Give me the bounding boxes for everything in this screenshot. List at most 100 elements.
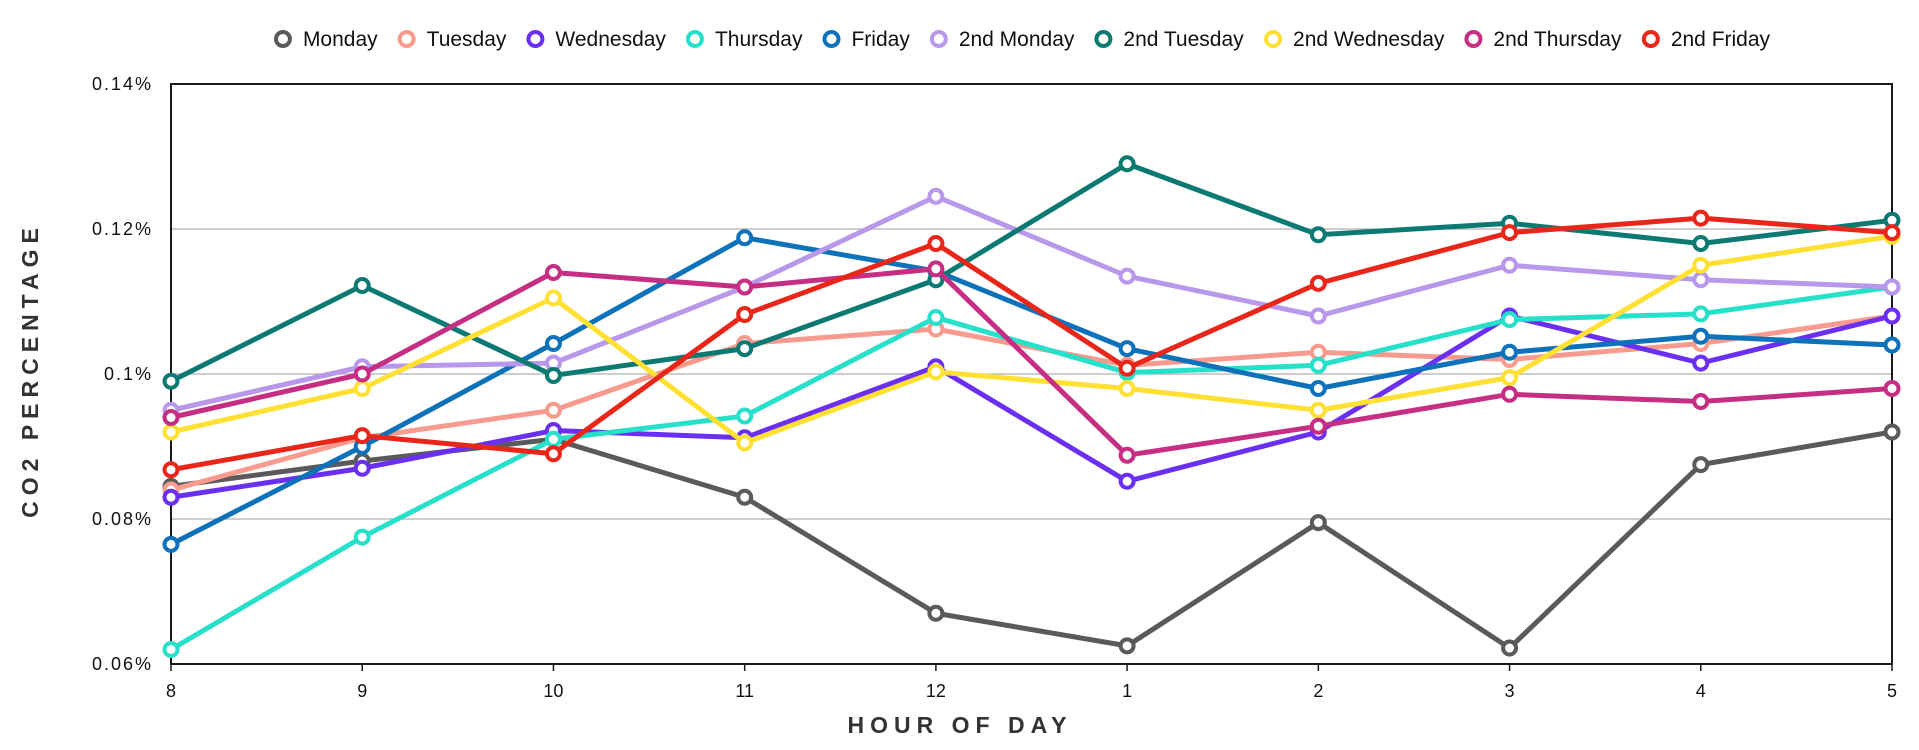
x-tick-label: 11 bbox=[735, 681, 754, 701]
x-tick-label: 4 bbox=[1696, 681, 1706, 701]
data-point bbox=[927, 260, 945, 278]
legend-marker bbox=[1464, 30, 1483, 48]
data-point bbox=[927, 363, 945, 381]
data-point bbox=[1309, 226, 1327, 244]
series-line bbox=[168, 284, 1895, 652]
data-point bbox=[353, 459, 371, 477]
series-thursday bbox=[162, 278, 1901, 658]
legend-marker bbox=[929, 30, 948, 48]
legend-item: 2nd Thursday bbox=[1464, 28, 1622, 51]
series-line bbox=[168, 313, 1895, 500]
legend-item: Thursday bbox=[685, 28, 803, 51]
legend-item: Monday bbox=[273, 28, 378, 51]
legend-item: 2nd Monday bbox=[929, 28, 1075, 51]
legend-label: Thursday bbox=[715, 28, 803, 51]
data-point bbox=[927, 604, 945, 622]
data-point bbox=[1501, 256, 1519, 274]
data-point bbox=[1692, 271, 1710, 289]
data-point bbox=[1692, 235, 1710, 252]
data-point bbox=[1883, 336, 1901, 354]
x-tick-label: 5 bbox=[1887, 681, 1897, 701]
x-tick-label: 8 bbox=[166, 681, 176, 701]
data-point bbox=[353, 427, 371, 445]
y-tick-label: 0.1% bbox=[104, 364, 153, 384]
data-point bbox=[1692, 456, 1710, 474]
legend-label: 2nd Thursday bbox=[1493, 28, 1622, 51]
data-point bbox=[1501, 385, 1519, 403]
data-point bbox=[1883, 278, 1901, 296]
data-point bbox=[927, 235, 945, 252]
series-lines bbox=[162, 155, 1901, 658]
series-monday bbox=[162, 423, 1901, 657]
legend-marker bbox=[822, 30, 841, 48]
axes bbox=[170, 83, 1893, 671]
data-point bbox=[1883, 224, 1901, 242]
series-2nd-monday bbox=[162, 187, 1901, 419]
data-point bbox=[1118, 155, 1136, 173]
data-point bbox=[162, 372, 180, 390]
data-point bbox=[1309, 380, 1327, 397]
series-line bbox=[168, 235, 1895, 547]
data-point bbox=[1692, 256, 1710, 274]
y-tick-label: 0.06% bbox=[92, 654, 153, 674]
series-line bbox=[168, 233, 1895, 446]
data-point bbox=[544, 401, 562, 419]
data-point bbox=[353, 528, 371, 546]
data-point bbox=[927, 308, 945, 326]
data-point bbox=[162, 423, 180, 441]
data-point bbox=[1883, 307, 1901, 325]
data-point bbox=[1118, 380, 1136, 397]
y-axis-title: CO2 PERCENTAGE bbox=[17, 222, 43, 518]
data-point bbox=[736, 340, 754, 358]
legend-label: Tuesday bbox=[427, 28, 507, 51]
data-point bbox=[736, 407, 754, 425]
data-point bbox=[1501, 369, 1519, 387]
x-tick-label: 12 bbox=[926, 681, 946, 701]
series-2nd-thursday bbox=[162, 260, 1901, 464]
data-point bbox=[1118, 267, 1136, 285]
legend-label: Monday bbox=[303, 28, 378, 51]
data-point bbox=[736, 434, 754, 452]
legend-marker bbox=[397, 30, 416, 48]
data-point bbox=[544, 366, 562, 384]
data-point bbox=[544, 264, 562, 281]
legend-item: 2nd Tuesday bbox=[1094, 28, 1244, 51]
data-point bbox=[162, 641, 180, 658]
data-point bbox=[544, 335, 562, 353]
data-point bbox=[1883, 423, 1901, 441]
legend: Monday Tuesday Wednesday Thursday Friday 2nd … bbox=[273, 28, 1771, 51]
data-point bbox=[353, 365, 371, 383]
legend-marker bbox=[1264, 30, 1283, 48]
series-line bbox=[168, 161, 1895, 384]
legend-label: Friday bbox=[851, 28, 910, 51]
data-point bbox=[736, 488, 754, 506]
legend-item: Wednesday bbox=[526, 28, 666, 51]
series-line bbox=[168, 429, 1895, 651]
data-point bbox=[162, 409, 180, 426]
data-point bbox=[1501, 343, 1519, 361]
data-point bbox=[1883, 380, 1901, 397]
data-point bbox=[736, 278, 754, 296]
data-point bbox=[1501, 311, 1519, 329]
series-2nd-wednesday bbox=[162, 227, 1901, 452]
series-line bbox=[168, 215, 1895, 473]
y-tick-label: 0.08% bbox=[92, 509, 153, 529]
data-point bbox=[1309, 417, 1327, 435]
data-point bbox=[544, 289, 562, 307]
series-line bbox=[168, 266, 1895, 458]
legend-label: 2nd Tuesday bbox=[1123, 28, 1244, 51]
y-tick-label: 0.12% bbox=[92, 219, 153, 239]
data-point bbox=[1692, 393, 1710, 411]
series-line bbox=[168, 193, 1895, 413]
data-point bbox=[1309, 401, 1327, 419]
data-point bbox=[1501, 639, 1519, 657]
x-tick-label: 1 bbox=[1122, 681, 1132, 701]
y-tick-label: 0.14% bbox=[92, 74, 153, 94]
data-point bbox=[736, 229, 754, 247]
data-point bbox=[162, 461, 180, 479]
y-tick-labels: 0.06% 0.08% 0.1% 0.12% 0.14% bbox=[92, 74, 153, 674]
data-point bbox=[1501, 224, 1519, 242]
series-2nd-tuesday bbox=[162, 155, 1901, 390]
